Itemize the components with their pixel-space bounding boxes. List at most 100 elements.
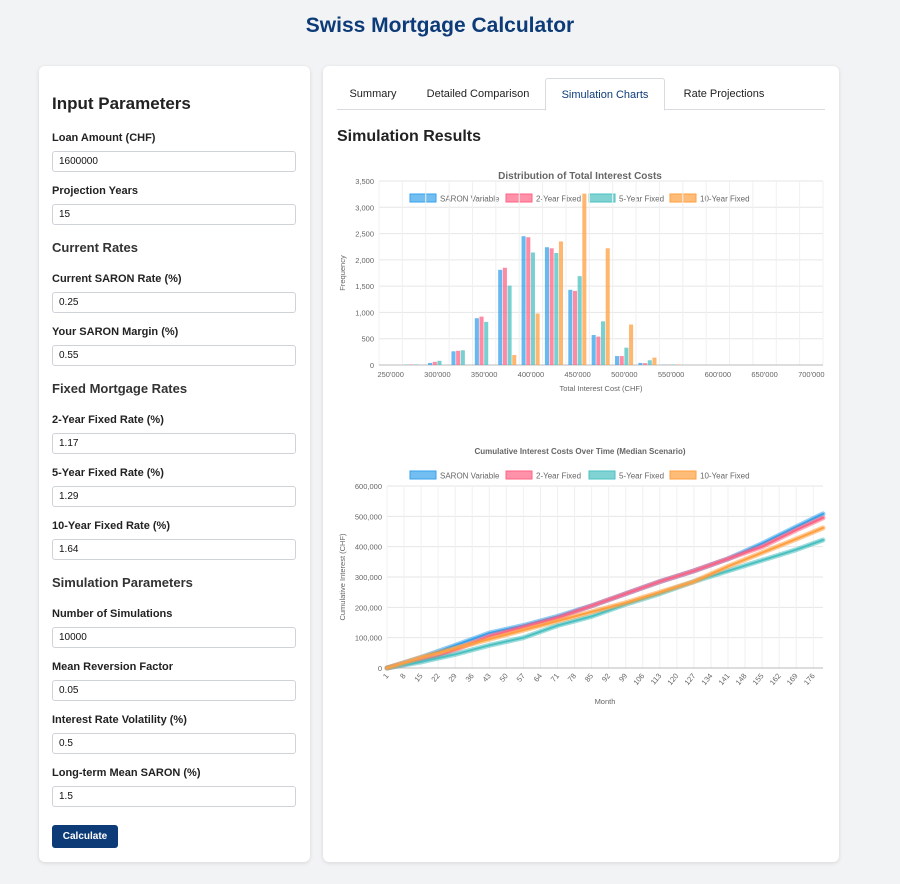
histogram-bar-2-year-fixed[interactable] bbox=[596, 336, 601, 365]
histogram-bar-saron-variable[interactable] bbox=[498, 269, 503, 365]
histogram-bar-10-year-fixed[interactable] bbox=[675, 364, 680, 365]
tab-simulation-charts[interactable]: Simulation Charts bbox=[545, 78, 665, 111]
histogram-bar-saron-variable[interactable] bbox=[474, 318, 479, 365]
legend-label-10-year-fixed[interactable]: 10-Year Fixed bbox=[700, 195, 750, 204]
histogram-bar-2-year-fixed[interactable] bbox=[479, 316, 484, 365]
histogram-bar-10-year-fixed[interactable] bbox=[558, 241, 564, 365]
histogram-bar-2-year-fixed[interactable] bbox=[456, 350, 461, 365]
interest-distribution-chart: Distribution of Total Interest Costs SARO… bbox=[338, 171, 825, 393]
histogram-bar-saron-variable[interactable] bbox=[451, 351, 456, 365]
line-chart-x-tick: 36 bbox=[464, 672, 476, 684]
histogram-bar-2-year-fixed[interactable] bbox=[572, 290, 578, 365]
legend-swatch-5-year-fixed[interactable] bbox=[588, 193, 616, 203]
legend-swatch-saron-variable[interactable] bbox=[409, 193, 437, 203]
line-chart-y-tick: 300,000 bbox=[355, 573, 382, 582]
ten-year-rate-input[interactable] bbox=[52, 539, 296, 560]
histogram-bar-10-year-fixed[interactable] bbox=[629, 324, 634, 365]
histogram-bar-10-year-fixed[interactable] bbox=[652, 357, 657, 365]
line-chart-x-tick: 120 bbox=[665, 672, 680, 687]
histogram-bar-saron-variable[interactable] bbox=[428, 362, 433, 365]
line-series-5-year-fixed[interactable] bbox=[386, 539, 824, 669]
histogram-bar-2-year-fixed[interactable] bbox=[409, 364, 414, 365]
legend-swatch-5-year-fixed[interactable] bbox=[588, 470, 616, 480]
histogram-x-tick: 300'000 bbox=[424, 370, 450, 379]
histogram-bar-5-year-fixed[interactable] bbox=[530, 252, 535, 365]
line-series-10-year-fixed[interactable] bbox=[386, 526, 824, 669]
histogram-x-label: Total Interest Cost (CHF) bbox=[560, 384, 643, 393]
histogram-y-tick: 2,000 bbox=[355, 256, 374, 265]
histogram-y-tick: 0 bbox=[370, 361, 374, 370]
histogram-bar-saron-variable[interactable] bbox=[591, 335, 596, 365]
input-panel: Input Parameters Loan Amount (CHF) Proje… bbox=[39, 66, 310, 862]
histogram-bar-2-year-fixed[interactable] bbox=[526, 237, 531, 365]
volatility-input[interactable] bbox=[52, 733, 296, 754]
histogram-bar-10-year-fixed[interactable] bbox=[582, 193, 587, 365]
histogram-bar-saron-variable[interactable] bbox=[568, 289, 573, 365]
tab-bar: Summary Detailed Comparison Simulation C… bbox=[337, 78, 825, 111]
legend-label-5-year-fixed[interactable]: 5-Year Fixed bbox=[619, 195, 664, 204]
line-chart-x-tick: 64 bbox=[532, 672, 544, 684]
histogram-bar-5-year-fixed[interactable] bbox=[647, 360, 652, 365]
volatility-label: Interest Rate Volatility (%) bbox=[52, 714, 187, 726]
legend-swatch-10-year-fixed[interactable] bbox=[669, 470, 697, 480]
two-year-rate-input[interactable] bbox=[52, 433, 296, 454]
histogram-bar-2-year-fixed[interactable] bbox=[619, 356, 624, 365]
line-chart-y-tick: 200,000 bbox=[355, 603, 382, 612]
histogram-bar-saron-variable[interactable] bbox=[521, 236, 526, 365]
num-simulations-input[interactable] bbox=[52, 627, 296, 648]
histogram-bar-saron-variable[interactable] bbox=[638, 362, 643, 365]
line-chart-x-tick: 85 bbox=[583, 672, 595, 684]
line-chart-x-tick: 113 bbox=[649, 672, 664, 687]
line-chart-title: Cumulative Interest Costs Over Time (Med… bbox=[474, 447, 685, 456]
histogram-bar-saron-variable[interactable] bbox=[544, 247, 549, 365]
projection-years-input[interactable] bbox=[52, 204, 296, 225]
line-chart-x-tick: 92 bbox=[600, 672, 612, 684]
legend-label-2-year-fixed[interactable]: 2-Year Fixed bbox=[536, 195, 581, 204]
legend-label-10-year-fixed[interactable]: 10-Year Fixed bbox=[700, 472, 750, 481]
legend-label-saron-variable[interactable]: SARON Variable bbox=[440, 195, 500, 204]
tab-detailed-comparison[interactable]: Detailed Comparison bbox=[426, 88, 530, 100]
histogram-y-tick: 3,000 bbox=[355, 203, 374, 212]
legend-swatch-saron-variable[interactable] bbox=[409, 470, 437, 480]
histogram-bar-5-year-fixed[interactable] bbox=[414, 364, 419, 365]
histogram-bar-5-year-fixed[interactable] bbox=[460, 350, 465, 365]
legend-label-2-year-fixed[interactable]: 2-Year Fixed bbox=[536, 472, 581, 481]
loan-amount-input[interactable] bbox=[52, 151, 296, 172]
line-chart-x-tick: 134 bbox=[700, 672, 715, 687]
histogram-bar-2-year-fixed[interactable] bbox=[502, 267, 507, 365]
histogram-bar-5-year-fixed[interactable] bbox=[554, 253, 559, 365]
histogram-bar-saron-variable[interactable] bbox=[615, 356, 620, 365]
histogram-bar-2-year-fixed[interactable] bbox=[643, 363, 648, 365]
ten-year-rate-label: 10-Year Fixed Rate (%) bbox=[52, 520, 170, 532]
histogram-x-tick: 250'000 bbox=[377, 370, 403, 379]
histogram-bar-5-year-fixed[interactable] bbox=[437, 360, 442, 365]
fixed-rates-title: Fixed Mortgage Rates bbox=[52, 381, 188, 396]
histogram-bar-5-year-fixed[interactable] bbox=[484, 321, 489, 365]
line-chart-x-tick: 176 bbox=[802, 672, 817, 687]
legend-label-saron-variable[interactable]: SARON Variable bbox=[440, 472, 500, 481]
legend-swatch-2-year-fixed[interactable] bbox=[505, 470, 533, 480]
line-chart-x-tick: 141 bbox=[717, 672, 732, 687]
results-panel: Summary Detailed Comparison Simulation C… bbox=[323, 66, 839, 862]
saron-rate-input[interactable] bbox=[52, 292, 296, 313]
histogram-bar-5-year-fixed[interactable] bbox=[671, 364, 676, 365]
histogram-bar-5-year-fixed[interactable] bbox=[577, 276, 582, 365]
histogram-bar-10-year-fixed[interactable] bbox=[605, 248, 610, 365]
saron-margin-input[interactable] bbox=[52, 345, 296, 366]
histogram-bar-5-year-fixed[interactable] bbox=[601, 321, 606, 365]
calculate-button[interactable]: Calculate bbox=[52, 825, 118, 848]
histogram-bar-10-year-fixed[interactable] bbox=[512, 355, 517, 365]
line-chart-x-tick: 99 bbox=[617, 672, 629, 684]
histogram-bar-5-year-fixed[interactable] bbox=[624, 347, 629, 365]
tab-rate-projections[interactable]: Rate Projections bbox=[683, 88, 765, 100]
five-year-rate-input[interactable] bbox=[52, 486, 296, 507]
histogram-bar-5-year-fixed[interactable] bbox=[507, 285, 512, 365]
input-panel-title: Input Parameters bbox=[52, 94, 191, 113]
histogram-bar-2-year-fixed[interactable] bbox=[432, 361, 437, 365]
mean-reversion-input[interactable] bbox=[52, 680, 296, 701]
histogram-bar-2-year-fixed[interactable] bbox=[549, 248, 554, 365]
tab-summary[interactable]: Summary bbox=[349, 88, 397, 100]
legend-label-5-year-fixed[interactable]: 5-Year Fixed bbox=[619, 472, 664, 481]
histogram-bar-10-year-fixed[interactable] bbox=[535, 313, 540, 365]
long-term-mean-input[interactable] bbox=[52, 786, 296, 807]
